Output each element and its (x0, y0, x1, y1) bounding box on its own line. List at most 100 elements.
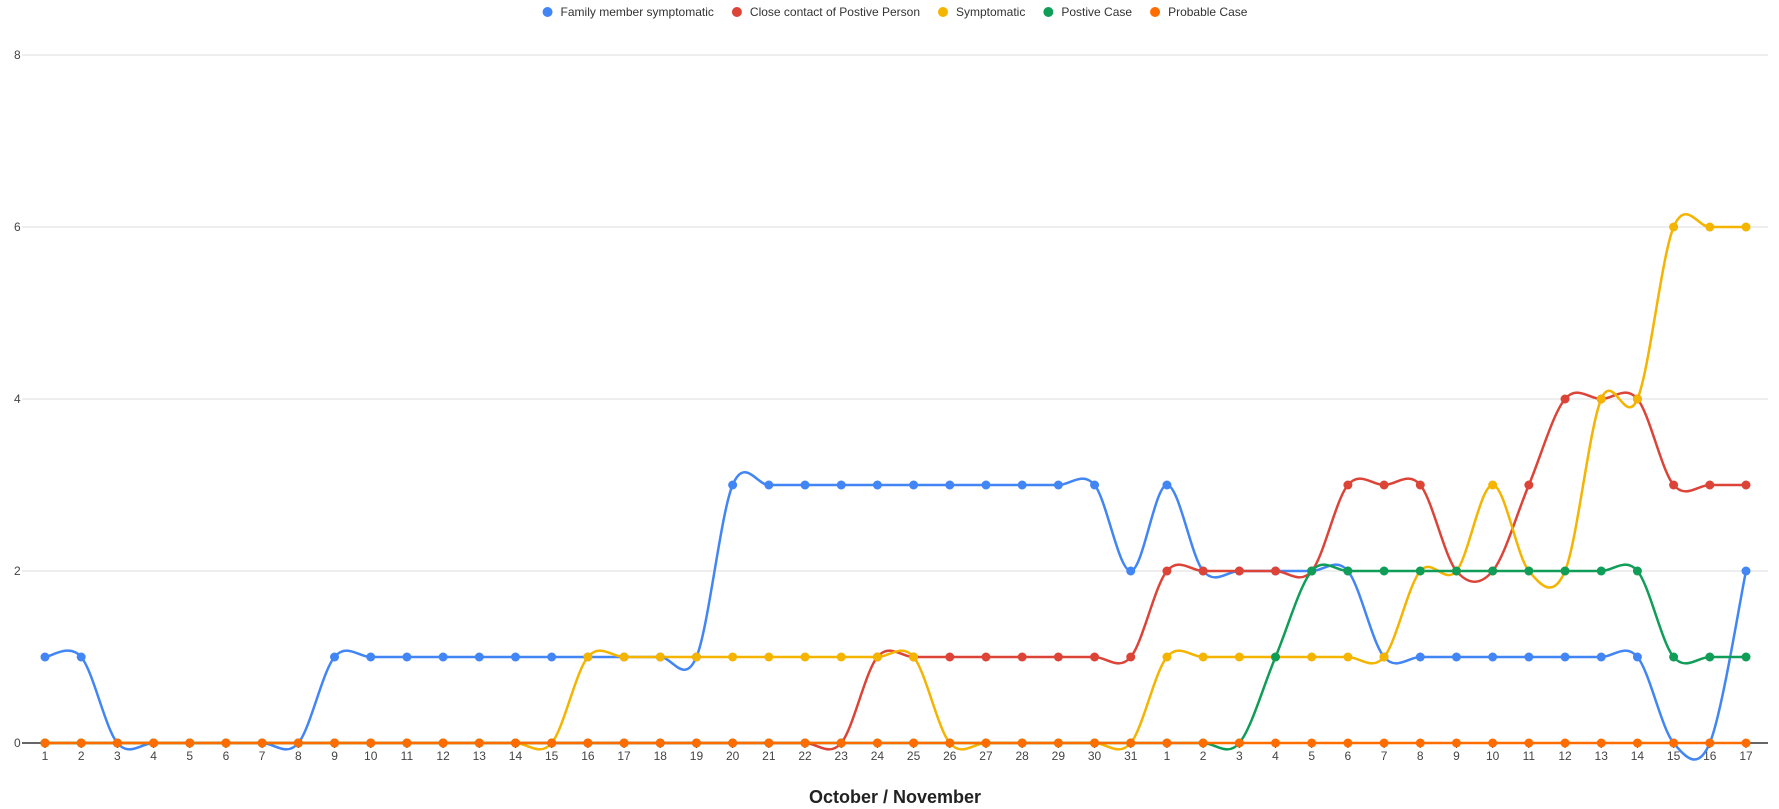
data-point (836, 652, 846, 662)
data-point (1524, 480, 1534, 490)
x-tick-label: 14 (1631, 749, 1645, 763)
y-tick-label: 8 (14, 48, 21, 62)
data-point (1560, 394, 1570, 404)
data-point (1669, 738, 1679, 748)
x-tick-label: 18 (654, 749, 668, 763)
x-tick-label: 22 (798, 749, 812, 763)
x-axis-label: October / November (809, 787, 981, 807)
data-point (330, 652, 340, 662)
data-point (1524, 566, 1534, 576)
data-point (583, 652, 593, 662)
legend-swatch (1043, 7, 1054, 17)
data-point (836, 480, 846, 490)
data-point (1234, 738, 1244, 748)
data-point (112, 738, 122, 748)
data-point (1415, 738, 1425, 748)
x-tick-label: 5 (186, 749, 193, 763)
data-point (474, 738, 484, 748)
legend-item: Symptomatic (938, 5, 1025, 19)
data-point (330, 738, 340, 748)
data-point (149, 738, 159, 748)
legend-item: Probable Case (1150, 5, 1248, 19)
data-point (1017, 738, 1027, 748)
data-point (366, 738, 376, 748)
data-point (1126, 566, 1136, 576)
data-point (872, 652, 882, 662)
data-point (1741, 566, 1751, 576)
legend-item: Postive Case (1043, 5, 1132, 19)
data-point (547, 652, 557, 662)
data-point (1379, 566, 1389, 576)
x-tick-label: 12 (436, 749, 450, 763)
x-tick-label: 17 (617, 749, 631, 763)
gridlines (22, 54, 1768, 572)
data-point (945, 738, 955, 748)
data-point (1669, 480, 1679, 490)
legend-label: Probable Case (1168, 5, 1248, 19)
data-point (691, 652, 701, 662)
data-point (1705, 480, 1715, 490)
data-point (510, 738, 520, 748)
data-point (1632, 566, 1642, 576)
x-tick-label: 29 (1052, 749, 1066, 763)
legend-item: Family member symptomatic (542, 5, 714, 19)
data-point (945, 652, 955, 662)
data-point (945, 480, 955, 490)
y-tick-label: 4 (14, 392, 21, 406)
data-point (1234, 652, 1244, 662)
data-point (1198, 566, 1208, 576)
data-point (185, 738, 195, 748)
data-point (474, 652, 484, 662)
x-tick-label: 1 (1164, 749, 1171, 763)
data-point (1090, 480, 1100, 490)
data-point (547, 738, 557, 748)
data-point (1053, 480, 1063, 490)
data-point (1053, 652, 1063, 662)
legend-swatch (938, 7, 948, 17)
data-point (872, 738, 882, 748)
x-tick-label: 21 (762, 749, 776, 763)
data-point (1053, 738, 1063, 748)
data-point (764, 738, 774, 748)
data-point (909, 652, 919, 662)
x-tick-label: 1 (42, 749, 49, 763)
data-point (1705, 652, 1715, 662)
data-point (1741, 480, 1751, 490)
legend-swatch (731, 7, 742, 17)
data-point (800, 738, 810, 748)
x-tick-label: 10 (1486, 749, 1500, 763)
data-point (293, 738, 303, 748)
data-point (438, 652, 448, 662)
x-tick-label: 4 (150, 749, 157, 763)
data-point (1415, 566, 1425, 576)
data-point (1451, 566, 1461, 576)
x-tick-label: 6 (1345, 749, 1352, 763)
data-point (1741, 652, 1751, 662)
data-point (1415, 652, 1425, 662)
x-tick-label: 15 (1667, 749, 1681, 763)
data-point (1741, 738, 1751, 748)
data-point (655, 652, 665, 662)
data-point (981, 480, 991, 490)
data-point (510, 652, 520, 662)
data-point (764, 652, 774, 662)
data-point (1017, 652, 1027, 662)
data-point (1090, 738, 1100, 748)
data-point (402, 738, 412, 748)
data-point (728, 738, 738, 748)
data-point (1488, 480, 1498, 490)
chart-legend: Family member symptomatic Close contact o… (542, 5, 1248, 19)
x-tick-label: 5 (1308, 749, 1315, 763)
data-point (1343, 480, 1353, 490)
data-point (619, 738, 629, 748)
data-point (1451, 652, 1461, 662)
data-point (1271, 738, 1281, 748)
data-point (40, 652, 50, 662)
x-tick-label: 11 (401, 749, 414, 763)
legend-label: Symptomatic (956, 5, 1025, 19)
data-point (1343, 652, 1353, 662)
data-point (402, 652, 412, 662)
data-point (1415, 480, 1425, 490)
data-point (1705, 222, 1715, 232)
